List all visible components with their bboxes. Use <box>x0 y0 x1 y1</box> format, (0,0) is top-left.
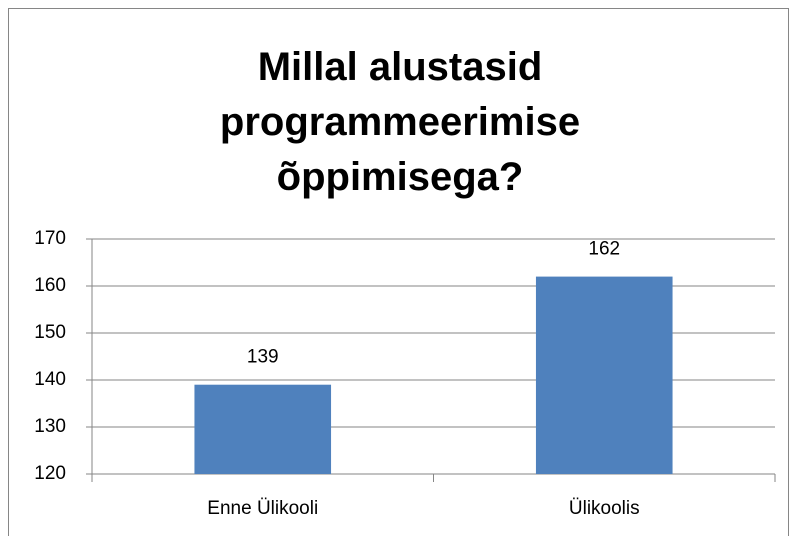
y-tick-label: 170 <box>34 228 66 249</box>
bar <box>535 276 673 474</box>
y-tick-label: 140 <box>34 369 66 390</box>
chart-frame <box>8 8 789 536</box>
data-label: 162 <box>588 239 620 260</box>
y-tick-label: 160 <box>34 275 66 296</box>
y-tick-label: 150 <box>34 322 66 343</box>
y-tick-label: 130 <box>34 416 66 437</box>
bar <box>194 384 332 474</box>
chart-title: Millal alustasid programmeerimise õppimi… <box>219 45 581 199</box>
data-label: 139 <box>247 347 279 368</box>
x-tick-label: Enne Ülikooli <box>207 498 318 519</box>
x-tick-label: Ülikoolis <box>569 498 640 519</box>
y-tick-label: 120 <box>34 463 66 484</box>
